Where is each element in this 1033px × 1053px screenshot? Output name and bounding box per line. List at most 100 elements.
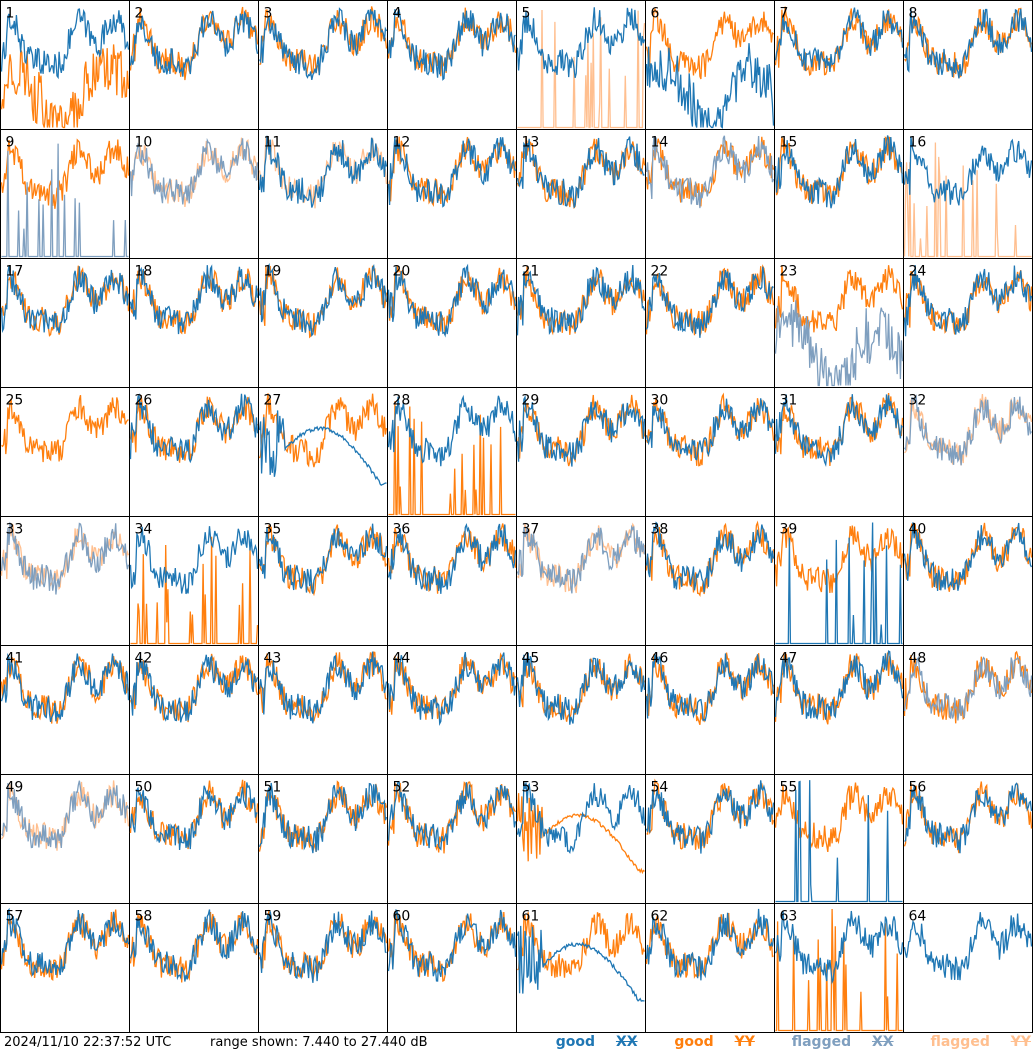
panel-label: 3 [264,6,273,22]
panel-label: 21 [522,264,540,280]
footer: 2024/11/10 22:37:52 UTC range shown: 7.4… [0,1033,1033,1053]
series-xx-42 [129,654,259,723]
series-xx-62 [645,908,775,981]
panel-label: 30 [651,393,669,409]
series-xx-58 [129,909,259,982]
series-xx-56 [904,782,1033,854]
legend-flagged-yy-word: flagged [930,1034,990,1050]
panel-label: 62 [651,909,669,925]
panel-14: 14 [645,129,775,259]
panel-label: 39 [780,522,798,538]
panel-frame [387,258,517,388]
series-xx-22 [645,266,774,338]
panel-4: 4 [387,0,517,130]
panel-35: 35 [258,516,388,646]
series-xx-53 [516,782,646,854]
series-xx-32 [903,394,1033,466]
panel-label: 49 [6,780,24,796]
panel-18: 18 [129,258,259,388]
legend-flagged-xx-word: flagged [791,1034,852,1050]
series-xx-64 [903,912,1033,981]
panel-30: 30 [645,387,775,517]
panel-label: 42 [135,651,153,667]
panel-label: 23 [780,264,798,280]
series-xx-37 [516,524,646,594]
panel-label: 34 [135,522,153,538]
panel-45: 45 [516,645,646,775]
panel-21: 21 [516,258,646,388]
panel-label: 47 [780,651,798,667]
series-xx-39 [775,522,903,645]
panel-20: 20 [387,258,517,388]
series-yy-3 [259,6,388,75]
legend-good-xx-code: XX [615,1034,638,1050]
panel-3: 3 [258,0,388,130]
series-xx-45 [516,652,646,725]
panel-41: 41 [0,645,130,775]
panel-32: 32 [903,387,1033,517]
series-yy-16 [903,142,1032,258]
panel-61: 61 [516,903,646,1033]
panel-56: 56 [903,774,1033,904]
series-xx-34 [129,526,259,595]
panel-label: 1 [6,6,15,22]
panel-label: 44 [393,651,411,667]
series-xx-35 [258,523,388,594]
panel-label: 10 [135,135,153,151]
panel-label: 16 [909,135,927,151]
panel-47: 47 [774,645,904,775]
series-xx-49 [1,780,130,849]
series-xx-47 [774,650,904,720]
series-yy-59 [258,909,388,981]
panel-46: 46 [645,645,775,775]
series-yy-11 [258,137,388,209]
series-yy-25 [1,395,129,463]
panel-57: 57 [0,903,130,1033]
series-yy-39 [774,525,904,593]
panel-label: 51 [264,780,282,796]
series-xx-5 [516,7,646,79]
series-xx-48 [903,655,1033,721]
series-xx-3 [258,7,388,81]
panel-40: 40 [903,516,1033,646]
series-xx-14 [645,135,775,209]
series-xx-15 [774,135,904,209]
series-xx-61 [516,925,645,1002]
series-xx-60 [387,909,517,982]
series-xx-36 [387,522,517,594]
legend: good XX good YY flagged XX flagged YY [524,1034,1031,1050]
legend-good-yy-code: YY [734,1034,755,1050]
panel-label: 37 [522,522,540,538]
legend-good-yy: good YY [658,1034,754,1050]
panel-2: 2 [129,0,259,130]
panel-label: 33 [6,522,24,538]
panel-label: 59 [264,909,282,925]
panel-label: 8 [909,6,918,22]
panel-63: 63 [774,903,904,1033]
series-xx-16 [903,136,1033,206]
panel-22: 22 [645,258,775,388]
panel-label: 28 [393,393,411,409]
series-xx-9 [1,143,129,258]
panel-64: 64 [903,903,1033,1033]
panel-label: 20 [393,264,411,280]
series-xx-4 [387,8,516,81]
panel-label: 48 [909,651,927,667]
panel-10: 10 [129,129,259,259]
panel-label: 6 [651,6,660,22]
panel-24: 24 [903,258,1033,388]
series-xx-57 [0,907,130,977]
series-xx-19 [258,262,388,337]
panel-27: 27 [258,387,388,517]
series-xx-55 [775,780,903,903]
panel-label: 15 [780,135,798,151]
series-yy-63 [775,908,903,1032]
series-yy-9 [0,138,130,209]
panel-label: 17 [6,264,24,280]
panel-37: 37 [516,516,646,646]
series-xx-26 [129,393,259,464]
series-xx-6 [645,43,775,129]
panel-62: 62 [645,903,775,1033]
panel-label: 11 [264,135,282,151]
panel-label: 22 [651,264,669,280]
